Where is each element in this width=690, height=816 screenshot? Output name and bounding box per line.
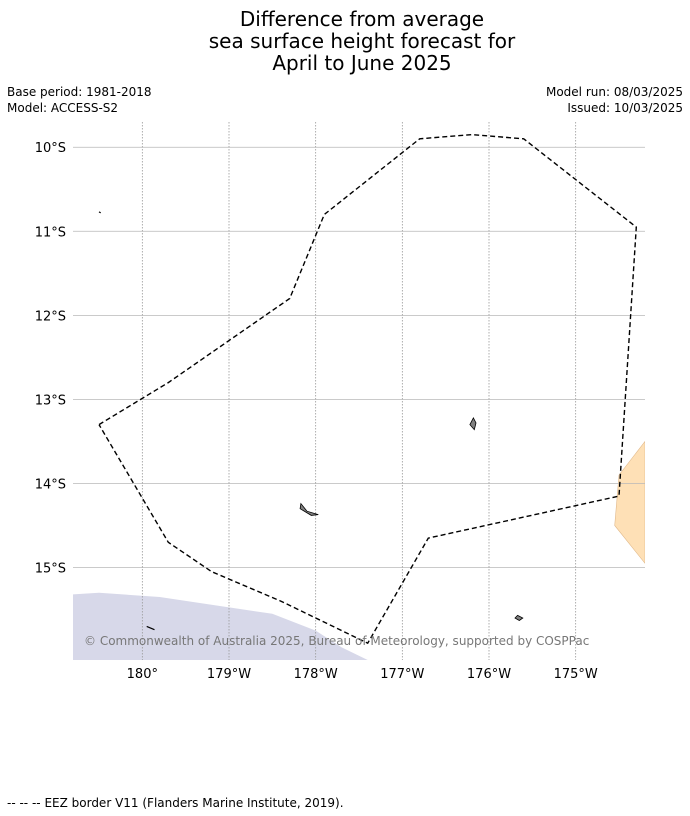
lat-tick-label: 11°S: [35, 225, 66, 240]
title-line-1: Difference from average: [239, 7, 485, 31]
map-area: [73, 122, 645, 660]
island-south-west: [146, 625, 155, 631]
anomaly-fill-negative: [73, 592, 368, 660]
eez-line-symbol: -- -- --: [7, 796, 41, 810]
lon-tick-label: 176°W: [467, 667, 511, 682]
lat-tick-label: 15°S: [35, 562, 66, 577]
lon-tick-label: 175°W: [554, 667, 598, 682]
model-run: Model run: 08/03/2025: [545, 85, 683, 99]
issued-date: Issued: 10/03/2025: [567, 101, 683, 115]
eez-legend-text: EEZ border V11 (Flanders Marine Institut…: [44, 796, 344, 810]
island-small-west: [98, 211, 101, 214]
lon-tick-label: 180°: [127, 667, 158, 682]
island-north-east: [469, 417, 477, 431]
island-central-west: [299, 502, 319, 516]
lon-tick-label: 179°W: [207, 667, 251, 682]
lon-tick-label: 178°W: [294, 667, 338, 682]
map-axes: 10°S 11°S 12°S 13°S 14°S 15°S 180° 179°W 178°W 17…: [35, 141, 598, 682]
lat-tick-label: 13°S: [35, 393, 66, 408]
island-south-east: [514, 614, 524, 621]
map-title: Difference from average sea surface heig…: [0, 8, 690, 74]
meta-left: Base period: 1981-2018 Model: ACCESS-S2: [7, 84, 152, 116]
lat-tick-label: 14°S: [35, 477, 66, 492]
title-line-3: April to June 2025: [272, 51, 452, 75]
model-name: Model: ACCESS-S2: [7, 101, 119, 115]
base-period: Base period: 1981-2018: [7, 85, 152, 99]
lat-tick-label: 10°S: [35, 141, 66, 156]
lat-tick-label: 12°S: [35, 309, 66, 324]
title-line-2: sea surface height forecast for: [208, 29, 516, 53]
copyright-notice: © Commonwealth of Australia 2025, Bureau…: [84, 634, 589, 648]
lon-tick-label: 177°W: [380, 667, 424, 682]
anomaly-fill-positive: [614, 440, 645, 564]
meta-right: Model run: 08/03/2025 Issued: 10/03/2025: [546, 84, 683, 116]
eez-border: [98, 133, 638, 645]
map-figure: 10°S 11°S 12°S 13°S 14°S 15°S 180° 179°W 178°W 17…: [35, 122, 645, 682]
legend-footer: -- -- -- EEZ border V11 (Flanders Marine…: [7, 796, 344, 810]
